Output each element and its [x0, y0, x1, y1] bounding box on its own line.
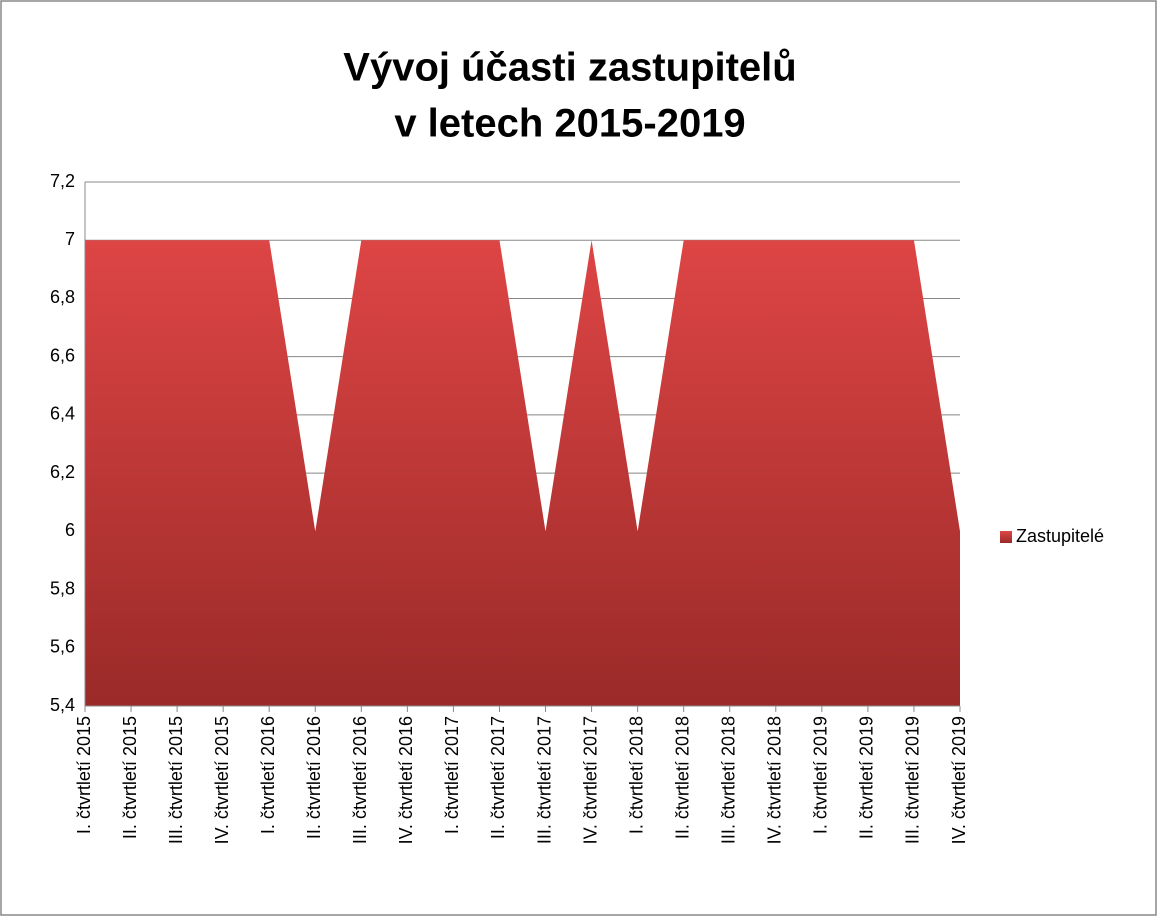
x-tick-label: III. čtvrtletí 2016 [350, 716, 370, 844]
x-tick-label: III. čtvrtletí 2017 [534, 716, 554, 844]
legend-swatch [1000, 531, 1012, 543]
y-tick-label: 6,6 [50, 345, 75, 365]
x-tick-label: II. čtvrtletí 2018 [672, 716, 692, 839]
y-tick-label: 5,8 [50, 578, 75, 598]
chart-title: Vývoj účasti zastupitelů [343, 46, 796, 90]
x-tick-label: I. čtvrtletí 2016 [258, 716, 278, 834]
x-tick-label: I. čtvrtletí 2017 [442, 716, 462, 834]
area [85, 240, 960, 706]
legend-label: Zastupitelé [1016, 526, 1104, 546]
x-tick-label: I. čtvrtletí 2015 [74, 716, 94, 834]
chart-title: v letech 2015-2019 [394, 102, 745, 146]
y-tick-label: 6,8 [50, 287, 75, 307]
x-tick-label: IV. čtvrtletí 2017 [580, 716, 600, 844]
x-tick-label: IV. čtvrtletí 2016 [396, 716, 416, 844]
x-tick-label: I. čtvrtletí 2019 [811, 716, 831, 834]
x-tick-label: III. čtvrtletí 2018 [718, 716, 738, 844]
x-tick-label: II. čtvrtletí 2017 [488, 716, 508, 839]
x-tick-label: II. čtvrtletí 2015 [120, 716, 140, 839]
y-tick-label: 5,4 [50, 695, 75, 715]
x-tick-label: I. čtvrtletí 2018 [626, 716, 646, 834]
y-tick-label: 6,2 [50, 462, 75, 482]
y-tick-label: 5,6 [50, 637, 75, 657]
x-tick-label: III. čtvrtletí 2015 [166, 716, 186, 844]
y-tick-label: 6 [65, 520, 75, 540]
y-tick-label: 6,4 [50, 404, 75, 424]
y-tick-label: 7,2 [50, 171, 75, 191]
x-tick-label: IV. čtvrtletí 2018 [765, 716, 785, 844]
x-tick-label: IV. čtvrtletí 2015 [212, 716, 232, 844]
x-tick-label: IV. čtvrtletí 2019 [949, 716, 969, 844]
x-tick-label: II. čtvrtletí 2019 [857, 716, 877, 839]
x-tick-label: III. čtvrtletí 2019 [903, 716, 923, 844]
y-tick-label: 7 [65, 229, 75, 249]
x-tick-label: II. čtvrtletí 2016 [304, 716, 324, 839]
